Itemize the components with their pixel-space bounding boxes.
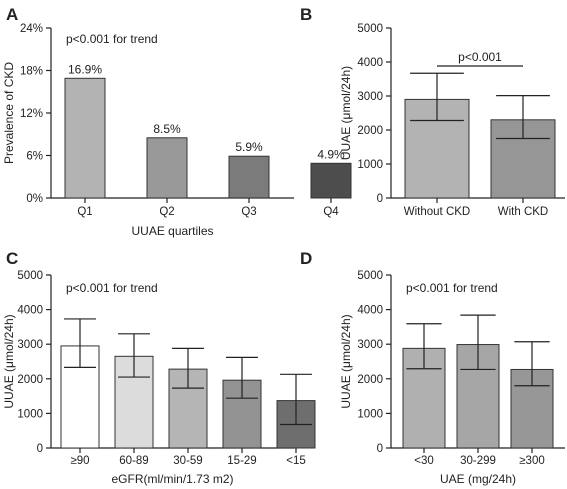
- x-tick-label: Q1: [77, 206, 92, 218]
- bar-value-label: 16.9%: [68, 62, 102, 76]
- bar-Q2: [146, 137, 188, 199]
- y-tick-label: 3000: [357, 339, 383, 351]
- x-tick-label: <15: [286, 455, 306, 467]
- x-tick-label: 15-29: [227, 455, 256, 467]
- y-tick-label: 0%: [26, 193, 43, 205]
- y-tick-label: 0: [377, 443, 383, 455]
- x-tick-label: Q4: [323, 206, 339, 218]
- y-tick-label: 3000: [357, 91, 383, 103]
- y-tick-label: 4000: [17, 305, 43, 317]
- y-tick-label: 24%: [20, 23, 43, 35]
- x-tick-label: 60-89: [119, 455, 148, 467]
- y-tick-label: 2000: [17, 374, 43, 386]
- bar-value-label: 5.9%: [235, 140, 263, 154]
- panel-b: B 0 1000 2000 3000 4000 5000 Without CKD With CK…: [300, 5, 565, 218]
- bar-value-label: 8.5%: [153, 122, 181, 136]
- x-tick-label: Without CKD: [404, 206, 470, 218]
- bar-Q3: [228, 155, 270, 199]
- x-tick-label: Q2: [159, 206, 174, 218]
- bar-Q4: [310, 162, 352, 199]
- y-axis-title: UUAE (μmol/24h): [339, 314, 353, 408]
- panel-letter: B: [300, 5, 312, 24]
- bar-Q1: [64, 77, 106, 199]
- y-axis-title: UUAE (μmol/24h): [339, 66, 353, 160]
- x-tick-label: ≥90: [70, 455, 89, 467]
- y-tick-label: 1000: [357, 408, 383, 420]
- y-tick-label: 4000: [357, 305, 383, 317]
- x-tick-label: 30-299: [460, 455, 496, 467]
- x-tick-label: Q3: [241, 206, 256, 218]
- y-tick-label: 12%: [20, 108, 43, 120]
- y-axis-title: Prevalence of CKD: [2, 62, 16, 164]
- x-axis-title: eGFR(ml/min/1.73 m2): [111, 472, 233, 486]
- y-tick-label: 3000: [17, 339, 43, 351]
- panel-d: D 0 1000 2000 3000 4000 5000 <30 30-299 ≥300 p<0.0…: [300, 249, 565, 486]
- y-tick-label: 2000: [357, 125, 383, 137]
- panel-letter: A: [6, 5, 18, 24]
- x-tick-label: ≥300: [519, 455, 545, 467]
- panel-letter: D: [300, 249, 312, 268]
- trend-annotation: p<0.001 for trend: [406, 281, 498, 295]
- x-tick-label: <30: [414, 455, 434, 467]
- y-tick-label: 5000: [357, 270, 383, 282]
- trend-annotation: p<0.001 for trend: [66, 281, 158, 295]
- significance-label: p<0.001: [458, 50, 502, 64]
- y-tick-label: 5000: [357, 23, 383, 35]
- y-tick-label: 18%: [20, 66, 43, 78]
- y-tick-label: 0: [377, 193, 383, 205]
- panel-letter: C: [6, 249, 18, 268]
- y-tick-label: 4000: [357, 57, 383, 69]
- y-tick-label: 1000: [17, 408, 43, 420]
- x-tick-label: 30-59: [173, 455, 202, 467]
- panel-a: A 0% 6% 12% 18% 24% 16.9% Q1 8.5% Q2 5.9% Q3 4.9% Q4 p…: [2, 5, 352, 238]
- y-axis-title: UUAE (μmol/24h): [2, 314, 16, 408]
- y-tick-label: 2000: [357, 374, 383, 386]
- x-axis-title: UUAE quartiles: [131, 224, 213, 238]
- panel-c: C 0 1000 2000 3000 4000 5000 ≥90 60-89 30-59 15-29…: [2, 249, 316, 486]
- bar-value-label: 4.9%: [317, 147, 345, 161]
- y-tick-label: 0: [37, 443, 43, 455]
- x-tick-label: With CKD: [498, 206, 548, 218]
- x-axis-title: UAE (mg/24h): [440, 472, 516, 486]
- trend-annotation: p<0.001 for trend: [66, 32, 158, 46]
- y-tick-label: 1000: [357, 159, 383, 171]
- y-tick-label: 5000: [17, 270, 43, 282]
- y-tick-label: 6%: [26, 151, 43, 163]
